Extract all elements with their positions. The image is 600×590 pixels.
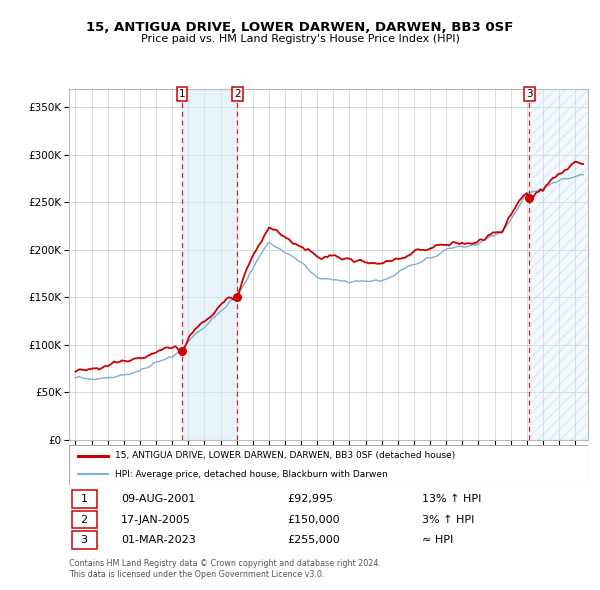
Text: 3: 3 <box>80 535 88 545</box>
Text: HPI: Average price, detached house, Blackburn with Darwen: HPI: Average price, detached house, Blac… <box>115 470 388 478</box>
Bar <box>529 88 588 440</box>
Text: 1: 1 <box>179 89 185 99</box>
Text: 1: 1 <box>80 494 88 504</box>
Text: 15, ANTIGUA DRIVE, LOWER DARWEN, DARWEN, BB3 0SF (detached house): 15, ANTIGUA DRIVE, LOWER DARWEN, DARWEN,… <box>115 451 455 460</box>
Text: 13% ↑ HPI: 13% ↑ HPI <box>422 494 481 504</box>
Text: 3: 3 <box>526 89 533 99</box>
Text: £150,000: £150,000 <box>287 514 340 525</box>
Text: Price paid vs. HM Land Registry's House Price Index (HPI): Price paid vs. HM Land Registry's House … <box>140 34 460 44</box>
Text: ≈ HPI: ≈ HPI <box>422 535 453 545</box>
Text: 17-JAN-2005: 17-JAN-2005 <box>121 514 191 525</box>
Text: 15, ANTIGUA DRIVE, LOWER DARWEN, DARWEN, BB3 0SF: 15, ANTIGUA DRIVE, LOWER DARWEN, DARWEN,… <box>86 21 514 34</box>
Bar <box>71 490 97 508</box>
Text: This data is licensed under the Open Government Licence v3.0.: This data is licensed under the Open Gov… <box>69 570 325 579</box>
Text: 3% ↑ HPI: 3% ↑ HPI <box>422 514 474 525</box>
Text: £255,000: £255,000 <box>287 535 340 545</box>
Text: 09-AUG-2001: 09-AUG-2001 <box>121 494 195 504</box>
Text: £92,995: £92,995 <box>287 494 333 504</box>
Text: 2: 2 <box>234 89 241 99</box>
Text: 01-MAR-2023: 01-MAR-2023 <box>121 535 196 545</box>
Bar <box>71 531 97 549</box>
Text: Contains HM Land Registry data © Crown copyright and database right 2024.: Contains HM Land Registry data © Crown c… <box>69 559 381 568</box>
Bar <box>182 88 238 440</box>
Text: 2: 2 <box>80 514 88 525</box>
Bar <box>71 511 97 528</box>
